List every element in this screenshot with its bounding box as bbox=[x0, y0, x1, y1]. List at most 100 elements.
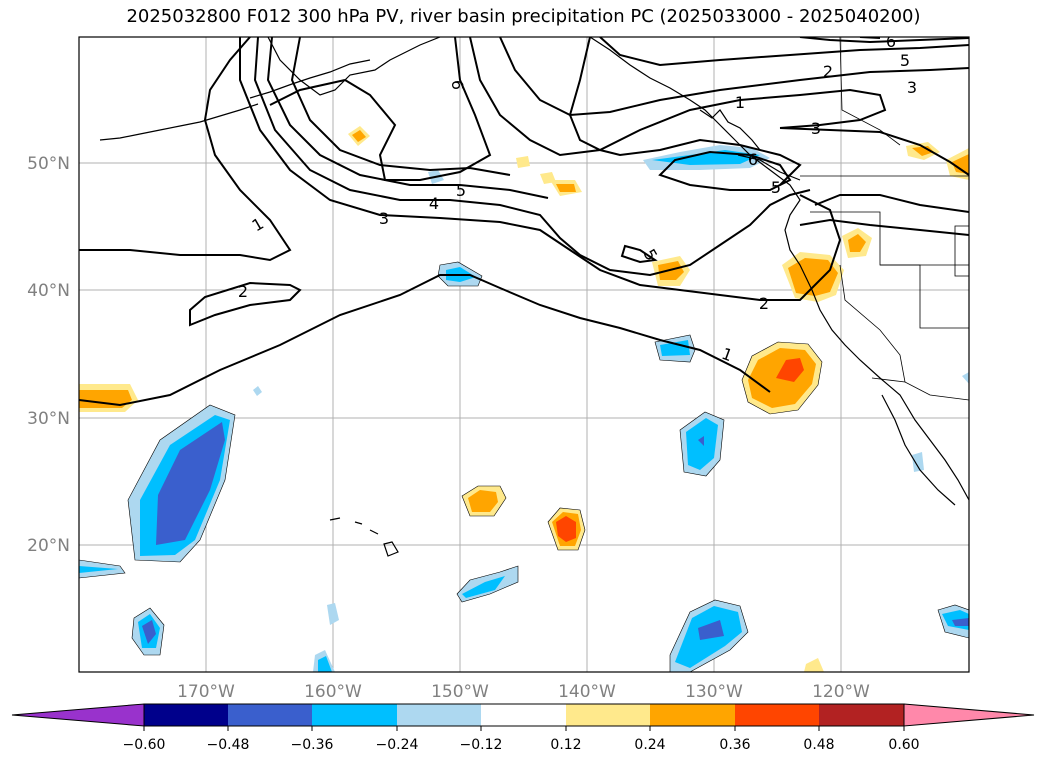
lat-tick-label: 50°N bbox=[27, 154, 70, 174]
positive-pc-areas bbox=[79, 126, 969, 672]
pc-area-negative bbox=[952, 618, 969, 626]
pv-contour bbox=[799, 218, 969, 236]
pc-area-positive bbox=[516, 156, 530, 168]
pc-area-positive bbox=[912, 146, 934, 156]
contour-label: 5 bbox=[771, 178, 781, 197]
pc-area-negative bbox=[253, 386, 262, 396]
border-us-mexico bbox=[871, 377, 969, 401]
pv-contour bbox=[344, 37, 492, 181]
pv-contour bbox=[290, 37, 511, 176]
lat-tick-label: 20°N bbox=[27, 536, 70, 556]
pc-area-positive bbox=[776, 358, 804, 382]
pv-contour bbox=[779, 127, 969, 176]
pv-contour bbox=[499, 37, 969, 117]
pv-contour bbox=[266, 37, 549, 199]
lon-tick-label: 160°W bbox=[304, 682, 362, 702]
contour-label: 3 bbox=[907, 78, 917, 97]
lat-tick-label: 30°N bbox=[27, 409, 70, 429]
lon-tick-label: 140°W bbox=[558, 682, 616, 702]
contour-label: 6 bbox=[886, 32, 896, 51]
pc-outlines bbox=[79, 261, 969, 672]
pc-area-negative bbox=[318, 656, 332, 672]
pv-contour bbox=[79, 274, 771, 407]
pc-area-negative bbox=[156, 422, 225, 545]
map-frame bbox=[78, 36, 970, 673]
pc-area-positive bbox=[556, 516, 576, 542]
pc-area-negative bbox=[698, 436, 704, 446]
colorbar-segment bbox=[397, 704, 481, 726]
colorbar-tick-label: −0.24 bbox=[376, 737, 419, 753]
contour-label: 2 bbox=[238, 282, 248, 301]
pv-contour bbox=[253, 37, 811, 277]
colorbar-segment bbox=[312, 704, 397, 726]
colorbar-tick-label: −0.48 bbox=[207, 737, 250, 753]
pv-contour bbox=[814, 194, 969, 213]
colorbar-extend-high bbox=[903, 703, 1035, 727]
colorbar-frame bbox=[143, 703, 905, 727]
contour-label: 6 bbox=[748, 150, 758, 169]
map-title: 2025032800 F012 300 hPa PV, river basin … bbox=[126, 6, 921, 27]
pv-contour bbox=[79, 37, 292, 262]
map-background bbox=[79, 37, 969, 672]
pc-area-positive bbox=[468, 490, 498, 512]
lon-tick-label: 130°W bbox=[685, 682, 743, 702]
colorbar-segment bbox=[228, 704, 312, 726]
pc-area-negative bbox=[912, 452, 924, 472]
lat-tick-label: 40°N bbox=[27, 281, 70, 301]
pc-area-positive bbox=[79, 390, 132, 408]
pc-area-negative bbox=[660, 340, 690, 356]
lon-tick-labels: 170°W 160°W 150°W 140°W 130°W 120°W bbox=[177, 682, 870, 702]
border-state-3 bbox=[880, 264, 969, 329]
pv-contour bbox=[239, 37, 842, 301]
pv-contour bbox=[469, 37, 887, 157]
pc-area-negative bbox=[462, 576, 505, 598]
contour-label: 1 bbox=[735, 93, 745, 112]
pc-area-negative bbox=[79, 566, 118, 573]
pc-area-negative bbox=[698, 620, 724, 640]
coastline-aleutians bbox=[99, 103, 259, 141]
contour-label: 5 bbox=[900, 51, 910, 70]
pv-contour bbox=[658, 150, 792, 191]
negative-pc-areas bbox=[79, 145, 969, 672]
colorbar-tick-label: 0.48 bbox=[803, 737, 834, 753]
coastline-baja bbox=[881, 394, 956, 506]
contour-label: 3 bbox=[379, 209, 389, 228]
colorbar-segment bbox=[735, 704, 819, 726]
lon-tick-label: 120°W bbox=[812, 682, 870, 702]
colorbar-tick-label: 0.24 bbox=[634, 737, 665, 753]
pc-area-positive bbox=[952, 154, 969, 174]
colorbar-tick-label: −0.12 bbox=[460, 737, 503, 753]
pc-area-positive bbox=[352, 130, 366, 142]
pv-contour bbox=[799, 37, 969, 44]
contour-label: 3 bbox=[811, 119, 821, 138]
colorbar-segment bbox=[481, 704, 566, 726]
colorbar-segment bbox=[650, 704, 735, 726]
colorbar-tick-label: 0.12 bbox=[550, 737, 581, 753]
pc-area-negative bbox=[327, 603, 339, 625]
lon-tick-label: 170°W bbox=[177, 682, 235, 702]
colorbar-tick-label: −0.36 bbox=[291, 737, 334, 753]
colorbar-segment bbox=[144, 704, 228, 726]
pv-contour bbox=[599, 37, 969, 67]
colorbar-segment bbox=[819, 704, 904, 726]
contour-label: 4 bbox=[429, 194, 439, 213]
border-state-1 bbox=[810, 211, 969, 266]
pv-contours bbox=[79, 37, 969, 407]
contour-label: 2 bbox=[823, 62, 833, 81]
contour-label: 5 bbox=[456, 181, 466, 200]
colorbar: −0.60 −0.48 −0.36 −0.24 −0.12 0.12 0.24 … bbox=[11, 703, 1035, 753]
pc-area-positive bbox=[804, 658, 824, 672]
pv-contour bbox=[620, 244, 658, 264]
colorbar-ticks bbox=[143, 726, 905, 731]
pc-area-positive bbox=[788, 258, 838, 296]
colorbar-tick-label: 0.36 bbox=[719, 737, 750, 753]
colorbar-segment bbox=[566, 704, 650, 726]
coastline-islands-bc bbox=[699, 109, 761, 151]
pc-area-positive bbox=[848, 234, 866, 252]
coastline-hawaii bbox=[329, 517, 399, 557]
lon-tick-label: 150°W bbox=[431, 682, 489, 702]
colorbar-tick-label: −0.60 bbox=[123, 737, 166, 753]
border-state-4 bbox=[954, 225, 969, 277]
border-state-2 bbox=[839, 264, 906, 383]
